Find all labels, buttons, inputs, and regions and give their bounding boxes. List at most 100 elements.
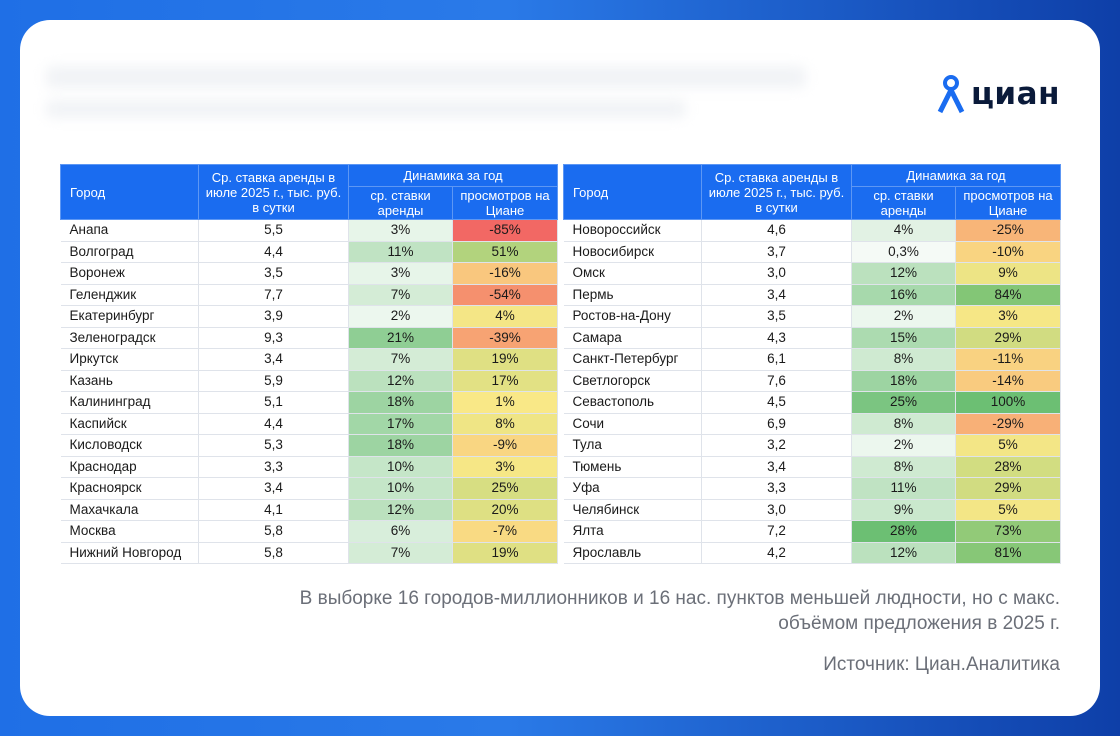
table-row: Краснодар 3,3 10% 3% [60, 456, 558, 478]
rate-change-cell: 21% [348, 327, 453, 349]
rate-cell: 3,9 [198, 305, 349, 328]
rate-change-cell: 10% [348, 456, 453, 478]
city-cell: Тюмень [563, 456, 702, 478]
rate-cell: 4,3 [701, 327, 852, 349]
views-change-cell: 20% [452, 499, 558, 521]
city-cell: Волгоград [60, 241, 199, 263]
city-cell: Иркутск [60, 348, 199, 371]
rate-cell: 4,1 [198, 499, 349, 521]
city-cell: Калининград [60, 391, 199, 414]
city-cell: Махачкала [60, 499, 199, 521]
header-views-change: просмотров на Циане [955, 186, 1061, 220]
table-row: Анапа 5,5 3% -85% [60, 219, 558, 242]
rate-change-cell: 12% [851, 262, 956, 285]
sample-note-line-2: объёмом предложения в 2025 г. [778, 613, 1060, 634]
views-change-cell: -16% [452, 262, 558, 285]
city-cell: Ростов-на-Дону [563, 305, 702, 328]
header-rate: Ср. ставка аренды в июле 2025 г., тыс. р… [198, 164, 349, 220]
city-cell: Омск [563, 262, 702, 285]
rate-cell: 6,1 [701, 348, 852, 371]
rate-change-cell: 11% [348, 241, 453, 263]
table-row: Санкт-Петербург 6,1 8% -11% [563, 348, 1061, 371]
views-change-cell: 3% [452, 456, 558, 478]
city-cell: Ярославль [563, 542, 702, 564]
rate-cell: 3,3 [198, 456, 349, 478]
views-change-cell: 25% [452, 477, 558, 500]
table-row: Калининград 5,1 18% 1% [60, 391, 558, 414]
table-row: Тюмень 3,4 8% 28% [563, 456, 1061, 478]
rate-cell: 3,4 [198, 477, 349, 500]
table-row: Новосибирск 3,7 0,3% -10% [563, 241, 1061, 263]
rate-cell: 3,4 [701, 456, 852, 478]
rate-cell: 6,9 [701, 413, 852, 435]
views-change-cell: -9% [452, 434, 558, 457]
rate-change-cell: 25% [851, 391, 956, 414]
rate-change-cell: 11% [851, 477, 956, 500]
city-cell: Санкт-Петербург [563, 348, 702, 371]
table-row: Махачкала 4,1 12% 20% [60, 499, 558, 521]
table-row: Кисловодск 5,3 18% -9% [60, 434, 558, 457]
rate-change-cell: 12% [348, 499, 453, 521]
card: циан Город Ср. ставка аренды в июле 2025… [20, 20, 1100, 716]
table-row: Омск 3,0 12% 9% [563, 262, 1061, 285]
header-rate-change: ср. ставки аренды [851, 186, 956, 220]
header-dynamics: Динамика за год [348, 164, 558, 187]
views-change-cell: 19% [452, 542, 558, 564]
city-cell: Воронеж [60, 262, 199, 285]
rate-cell: 5,8 [198, 520, 349, 543]
rate-cell: 9,3 [198, 327, 349, 349]
sample-note: В выборке 16 городов-миллионников и 16 н… [100, 586, 1060, 636]
views-change-cell: -54% [452, 284, 558, 306]
rate-change-cell: 12% [851, 542, 956, 564]
rate-cell: 3,5 [198, 262, 349, 285]
city-cell: Краснодар [60, 456, 199, 478]
rate-cell: 3,0 [701, 499, 852, 521]
rate-cell: 3,4 [198, 348, 349, 371]
rate-cell: 3,5 [701, 305, 852, 328]
cian-logo: циан [937, 72, 1060, 116]
header-city: Город [563, 164, 702, 220]
rate-change-cell: 7% [348, 542, 453, 564]
table-row: Ростов-на-Дону 3,5 2% 3% [563, 305, 1061, 328]
city-cell: Зеленоградск [60, 327, 199, 349]
city-cell: Ялта [563, 520, 702, 543]
city-cell: Светлогорск [563, 370, 702, 392]
table-left: Город Ср. ставка аренды в июле 2025 г., … [60, 164, 558, 564]
rate-change-cell: 8% [851, 456, 956, 478]
rate-change-cell: 10% [348, 477, 453, 500]
views-change-cell: 19% [452, 348, 558, 371]
rate-change-cell: 18% [348, 434, 453, 457]
table-row: Новороссийск 4,6 4% -25% [563, 219, 1061, 242]
rate-change-cell: 8% [851, 413, 956, 435]
views-change-cell: -11% [955, 348, 1061, 371]
views-change-cell: 29% [955, 327, 1061, 349]
city-cell: Сочи [563, 413, 702, 435]
table-row: Москва 5,8 6% -7% [60, 520, 558, 543]
city-cell: Самара [563, 327, 702, 349]
views-change-cell: 73% [955, 520, 1061, 543]
views-change-cell: -25% [955, 219, 1061, 242]
rate-cell: 7,2 [701, 520, 852, 543]
views-change-cell: 3% [955, 305, 1061, 328]
views-change-cell: 5% [955, 434, 1061, 457]
table-row: Пермь 3,4 16% 84% [563, 284, 1061, 306]
rate-change-cell: 2% [851, 434, 956, 457]
table-row: Тула 3,2 2% 5% [563, 434, 1061, 457]
city-cell: Каспийск [60, 413, 199, 435]
views-change-cell: -39% [452, 327, 558, 349]
header-dynamics: Динамика за год [851, 164, 1061, 187]
rate-cell: 4,4 [198, 241, 349, 263]
views-change-cell: 29% [955, 477, 1061, 500]
source-note: Источник: Циан.Аналитика [823, 654, 1060, 675]
city-cell: Кисловодск [60, 434, 199, 457]
table-row: Геленджик 7,7 7% -54% [60, 284, 558, 306]
rate-cell: 4,4 [198, 413, 349, 435]
views-change-cell: 28% [955, 456, 1061, 478]
table-row: Зеленоградск 9,3 21% -39% [60, 327, 558, 349]
views-change-cell: 100% [955, 391, 1061, 414]
rate-cell: 7,6 [701, 370, 852, 392]
city-cell: Нижний Новгород [60, 542, 199, 564]
table-row: Воронеж 3,5 3% -16% [60, 262, 558, 285]
rate-cell: 4,5 [701, 391, 852, 414]
rate-change-cell: 16% [851, 284, 956, 306]
